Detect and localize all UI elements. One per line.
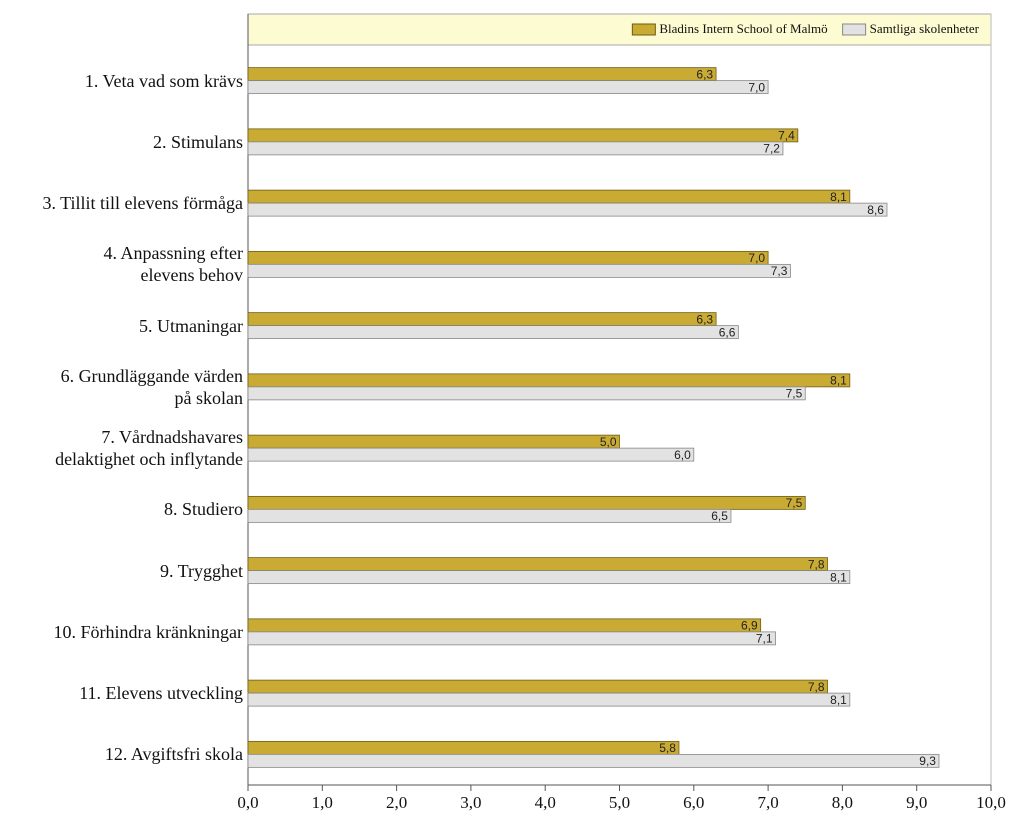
value-label: 8,1 xyxy=(830,190,847,204)
category-label: 9. Trygghet xyxy=(159,560,243,581)
bar xyxy=(247,740,680,755)
bar xyxy=(247,692,851,707)
x-tick-label: 10,0 xyxy=(976,793,1006,812)
value-label: 7,5 xyxy=(786,496,803,510)
bar xyxy=(247,80,769,95)
legend-swatch xyxy=(631,23,656,36)
bar xyxy=(247,434,620,449)
value-label: 9,3 xyxy=(919,754,936,768)
value-label: 6,6 xyxy=(719,325,736,339)
legend-label: Samtliga skolenheter xyxy=(870,21,980,36)
category-label: 2. Stimulans xyxy=(152,131,243,152)
legend-band xyxy=(247,13,992,46)
x-tick-label: 6,0 xyxy=(683,793,704,812)
bar xyxy=(247,67,717,82)
bar xyxy=(247,202,888,217)
bar xyxy=(247,128,799,143)
bar xyxy=(247,753,940,768)
value-label: 6,3 xyxy=(696,67,713,81)
bar xyxy=(247,557,828,572)
category-label: 7. Vårdnadshavares delaktighet och infly… xyxy=(55,427,243,470)
value-label: 6,9 xyxy=(741,619,758,633)
bar xyxy=(247,447,695,462)
value-label: 7,2 xyxy=(763,142,780,156)
x-tick-label: 7,0 xyxy=(757,793,778,812)
category-label: 5. Utmaningar xyxy=(139,315,243,336)
x-tick-label: 5,0 xyxy=(609,793,630,812)
x-tick-label: 0,0 xyxy=(237,793,258,812)
value-label: 6,0 xyxy=(674,448,691,462)
bar xyxy=(247,312,717,327)
bar xyxy=(247,250,769,265)
category-label: 6. Grundläggande värden på skolan xyxy=(60,365,243,408)
bar xyxy=(247,325,739,340)
value-label: 5,8 xyxy=(659,741,676,755)
value-label: 5,0 xyxy=(600,435,617,449)
value-label: 8,1 xyxy=(830,693,847,707)
bar xyxy=(247,386,806,401)
value-label: 6,3 xyxy=(696,312,713,326)
legend-swatch xyxy=(842,23,867,36)
value-label: 7,4 xyxy=(778,129,795,143)
bar xyxy=(247,263,791,278)
bar xyxy=(247,189,851,204)
value-label: 7,0 xyxy=(748,251,765,265)
bar xyxy=(247,141,784,156)
bar xyxy=(247,679,828,694)
bar xyxy=(247,495,806,510)
bar xyxy=(247,373,851,388)
category-label: 11. Elevens utveckling xyxy=(79,683,243,704)
value-label: 8,1 xyxy=(830,374,847,388)
value-label: 7,5 xyxy=(786,387,803,401)
x-tick-label: 8,0 xyxy=(832,793,853,812)
value-label: 7,1 xyxy=(756,632,773,646)
value-label: 7,0 xyxy=(748,80,765,94)
value-label: 7,8 xyxy=(808,680,825,694)
x-tick-label: 2,0 xyxy=(386,793,407,812)
value-label: 6,5 xyxy=(711,509,728,523)
value-label: 7,3 xyxy=(771,264,788,278)
x-tick-label: 3,0 xyxy=(460,793,481,812)
legend-label: Bladins Intern School of Malmö xyxy=(659,21,827,36)
value-label: 7,8 xyxy=(808,557,825,571)
category-label: 4. Anpassning efter elevens behov xyxy=(103,243,243,286)
bar xyxy=(247,570,851,585)
category-label: 1. Veta vad som krävs xyxy=(84,70,243,91)
x-tick-label: 4,0 xyxy=(535,793,556,812)
bar xyxy=(247,508,732,523)
bar xyxy=(247,618,762,633)
category-label: 8. Studiero xyxy=(164,499,243,520)
value-label: 8,6 xyxy=(867,203,884,217)
category-label: 10. Förhindra kränkningar xyxy=(53,621,243,642)
bar xyxy=(247,631,776,646)
value-label: 8,1 xyxy=(830,570,847,584)
category-label: 12. Avgiftsfri skola xyxy=(104,744,243,765)
category-label: 3. Tillit till elevens förmåga xyxy=(42,193,244,214)
x-tick-label: 1,0 xyxy=(312,793,333,812)
x-tick-label: 9,0 xyxy=(906,793,927,812)
